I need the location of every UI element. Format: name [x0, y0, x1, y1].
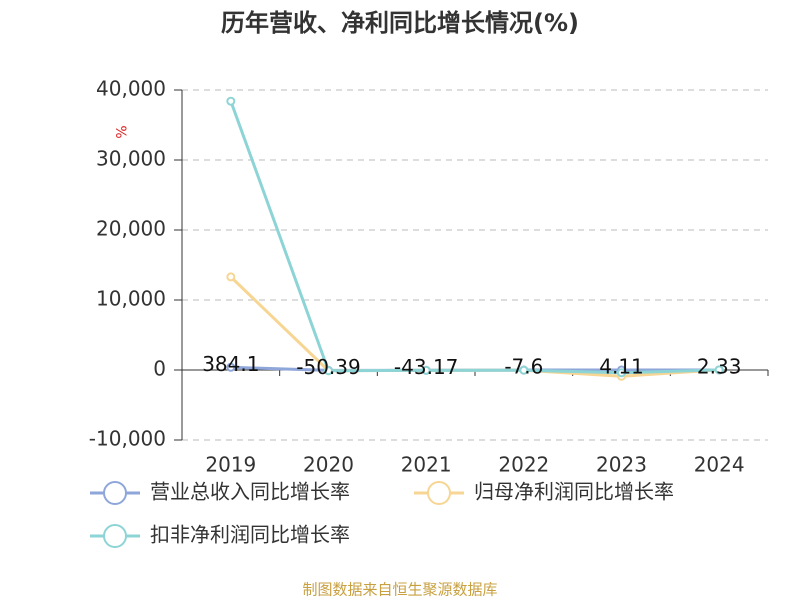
data-label: 384.1: [202, 352, 259, 376]
series-line: [229, 100, 720, 375]
legend-label: 营业总收入同比增长率: [150, 480, 350, 504]
y-tick-label: 0: [153, 357, 166, 381]
data-point: [226, 272, 236, 282]
legend-label: 扣非净利润同比增长率: [150, 523, 350, 547]
data-point: [226, 96, 236, 106]
data-point: [714, 365, 724, 375]
y-tick-label: -10,000: [89, 427, 166, 451]
data-label: -50.39: [296, 355, 360, 379]
legend-item[interactable]: 归母净利润同比增长率: [414, 480, 674, 505]
data-label: -43.17: [394, 355, 458, 379]
chart-title: 历年营收、净利同比增长情况(%): [221, 9, 579, 37]
legend-item[interactable]: 营业总收入同比增长率: [90, 480, 350, 505]
y-axis-label: %: [112, 125, 128, 138]
legend-marker: [103, 481, 127, 505]
data-point: [421, 365, 431, 375]
data-point: [324, 366, 333, 376]
x-tick-label: 2023: [596, 453, 647, 477]
data-label: 4.11: [599, 354, 644, 378]
data-label: 2.33: [697, 354, 742, 378]
x-tick-label: 2022: [498, 453, 549, 477]
data-point: [617, 368, 626, 378]
x-tick-label: 2020: [303, 453, 354, 477]
data-label: -7.6: [504, 355, 543, 379]
x-tick-label: 2024: [694, 453, 745, 477]
y-tick-label: 40,000: [96, 77, 166, 101]
legend-item[interactable]: 扣非净利润同比增长率: [90, 523, 350, 548]
x-tick-label: 2021: [401, 453, 452, 477]
legend-marker: [103, 524, 127, 548]
y-tick-label: 30,000: [96, 147, 166, 171]
data-point: [226, 362, 236, 372]
legend-label: 归母净利润同比增长率: [474, 480, 674, 504]
source-note: 制图数据来自恒生聚源数据库: [302, 581, 497, 599]
legend-marker: [427, 481, 451, 505]
data-point: [519, 365, 529, 375]
y-tick-label: 10,000: [96, 287, 166, 311]
x-tick-label: 2019: [205, 453, 256, 477]
y-tick-label: 20,000: [96, 217, 166, 241]
